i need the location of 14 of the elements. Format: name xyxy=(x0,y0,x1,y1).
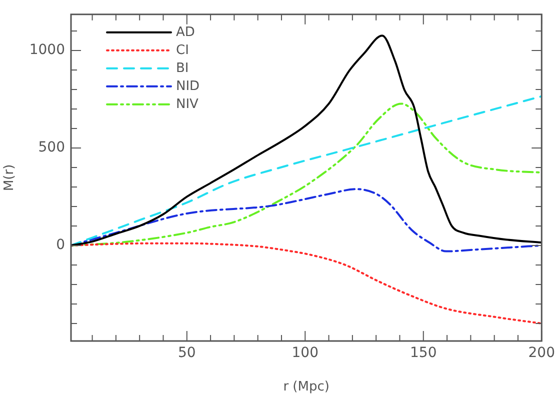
legend-label: AD xyxy=(176,24,195,40)
x-tick-label: 100 xyxy=(292,345,319,362)
y-tick-label: 500 xyxy=(38,140,65,156)
legend-label: NIV xyxy=(176,96,199,112)
legend-label: BI xyxy=(176,60,189,76)
y-tick-label: 1000 xyxy=(29,42,65,58)
x-axis-title: r (Mpc) xyxy=(283,380,330,395)
y-tick-label: 0 xyxy=(56,237,65,254)
legend-label: CI xyxy=(176,42,189,58)
legend-label: NID xyxy=(176,78,200,94)
y-axis-title: M(r) xyxy=(2,164,18,192)
x-tick-label: 150 xyxy=(410,345,437,362)
x-tick-label: 200 xyxy=(528,345,556,362)
x-tick-label: 50 xyxy=(178,345,196,362)
